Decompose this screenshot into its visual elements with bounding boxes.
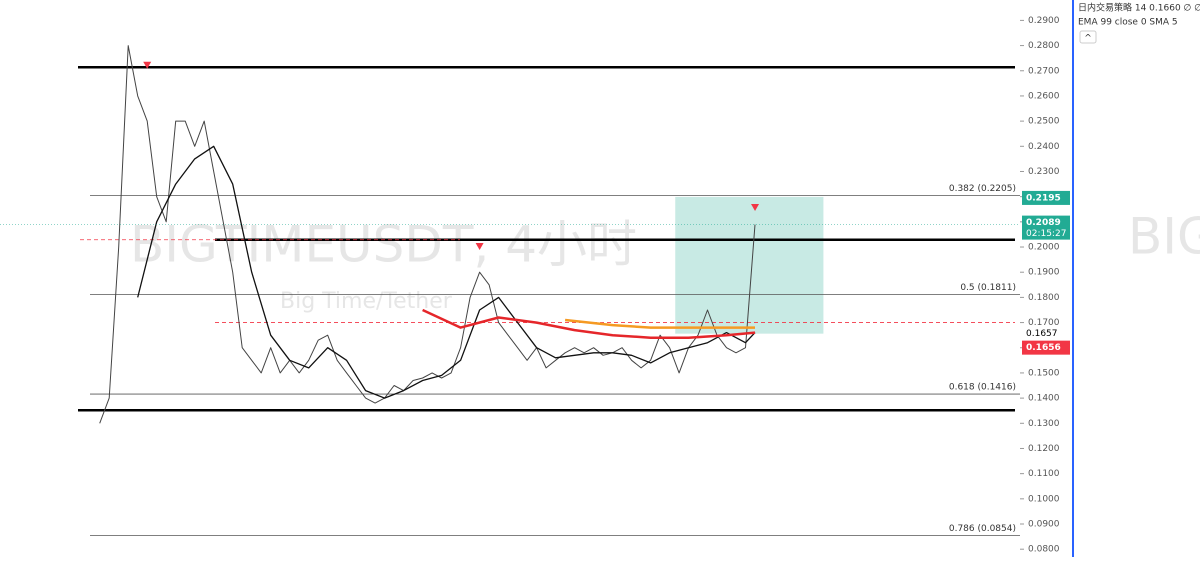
watermark: BIGTIMEUSDT, 4小时 xyxy=(130,216,637,274)
series-line xyxy=(137,145,756,399)
y-tick-label: 0.1700 xyxy=(1028,318,1060,328)
signal-marker xyxy=(475,243,484,251)
price-tag xyxy=(1022,215,1070,240)
price-tag-sub: 02:15:27 xyxy=(1026,229,1066,239)
watermark: BIG xyxy=(1128,208,1200,266)
fib-label: 0.5 (0.1811) xyxy=(960,283,1016,293)
y-tick-label: 0.1900 xyxy=(1028,268,1060,278)
y-tick-label: 0.2300 xyxy=(1028,167,1060,177)
series-line xyxy=(564,318,755,329)
series-line xyxy=(422,308,756,339)
y-tick-label: 0.2800 xyxy=(1028,41,1060,51)
fib-label: 0.382 (0.2205) xyxy=(949,184,1016,194)
signal-marker xyxy=(751,203,760,211)
subtitle: Big Time/Tether xyxy=(280,289,453,314)
y-tick-label: 0.1200 xyxy=(1028,444,1060,454)
y-tick-label: 0.0900 xyxy=(1028,520,1060,530)
y-tick-label: 0.1100 xyxy=(1028,469,1060,479)
y-tick-label: 0.0800 xyxy=(1028,545,1060,555)
y-tick-label: 0.1300 xyxy=(1028,419,1060,429)
y-tick-label: 0.1000 xyxy=(1028,494,1060,504)
y-tick-label: 0.2500 xyxy=(1028,117,1060,127)
y-tick-label: 0.2900 xyxy=(1028,16,1060,26)
price-tag xyxy=(1022,190,1070,205)
collapse-button[interactable] xyxy=(1079,30,1097,44)
y-tick-label: 0.2000 xyxy=(1028,243,1060,253)
y-tick-label: 0.1400 xyxy=(1028,394,1060,404)
fib-label: 0.618 (0.1416) xyxy=(949,383,1016,393)
y-tick-label: 0.2600 xyxy=(1028,91,1060,101)
indicator-title: 日内交易策略 14 0.1660 ∅ ∅ ∅ ∅ xyxy=(1078,2,1200,14)
position-box xyxy=(675,196,824,334)
series-line xyxy=(99,45,756,424)
indicator-subtitle: EMA 99 close 0 SMA 5 xyxy=(1078,18,1178,28)
price-tag-label: 0.1656 xyxy=(1026,343,1061,353)
y-tick-label: 0.1800 xyxy=(1028,293,1060,303)
price-tag-label: 0.2089 xyxy=(1026,218,1061,228)
signal-marker xyxy=(143,61,152,69)
price-tag-label: 0.2195 xyxy=(1026,193,1061,203)
price-tag-label: 0.1657 xyxy=(1026,329,1058,339)
collapse-button-label[interactable]: ^ xyxy=(1084,34,1092,44)
y-tick-label: 0.2400 xyxy=(1028,142,1060,152)
fib-label: 0.786 (0.0854) xyxy=(949,524,1016,534)
price-tag xyxy=(1022,340,1070,355)
y-tick-label: 0.1500 xyxy=(1028,368,1060,378)
y-tick-label: 0.2700 xyxy=(1028,66,1060,76)
